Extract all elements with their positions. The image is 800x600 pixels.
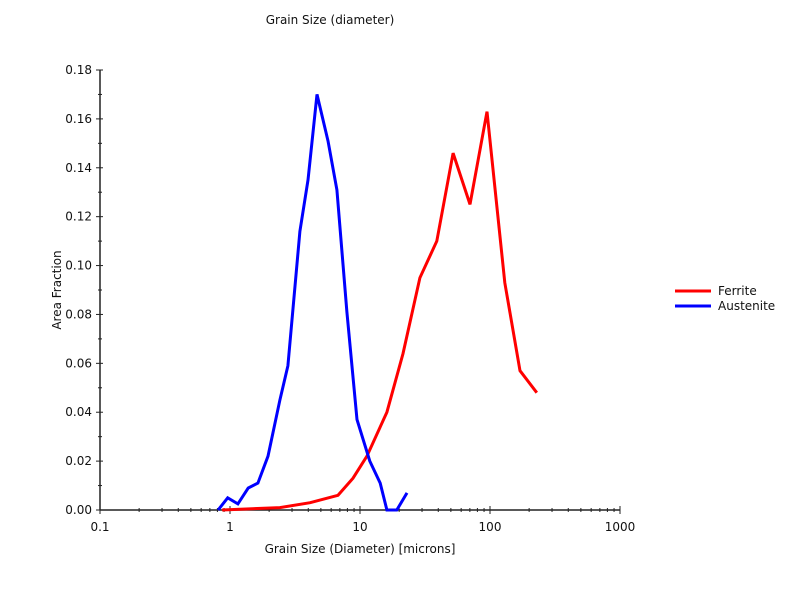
series-group [216, 94, 538, 512]
y-tick-label: 0.18 [65, 63, 92, 77]
y-tick-label: 0.08 [65, 307, 92, 321]
x-tick-label: 10 [352, 520, 367, 534]
x-tick-label: 0.1 [90, 520, 109, 534]
chart-title: Grain Size (diameter) [266, 13, 395, 27]
y-tick-label: 0.06 [65, 356, 92, 370]
series-line-ferrite [222, 111, 538, 512]
y-tick-label: 0.00 [65, 503, 92, 517]
x-tick-label: 1000 [605, 520, 636, 534]
axes: 0.1 1 10 100 1000 0.00 0.02 0.04 0.06 0.08 0.10 0.1… [65, 63, 635, 534]
y-axis-label: Area Fraction [50, 250, 64, 329]
legend-label-ferrite: Ferrite [718, 284, 757, 298]
legend-label-austenite: Austenite [718, 299, 775, 313]
y-tick-label: 0.02 [65, 454, 92, 468]
y-tick-label: 0.12 [65, 210, 92, 224]
x-axis-label: Grain Size (Diameter) [microns] [265, 542, 456, 556]
series-line-austenite [216, 94, 409, 512]
x-tick-label: 1 [226, 520, 234, 534]
y-tick-label: 0.14 [65, 161, 92, 175]
y-tick-label: 0.10 [65, 259, 92, 273]
y-tick-label: 0.16 [65, 112, 92, 126]
x-tick-label: 100 [479, 520, 502, 534]
y-tick-label: 0.04 [65, 405, 92, 419]
